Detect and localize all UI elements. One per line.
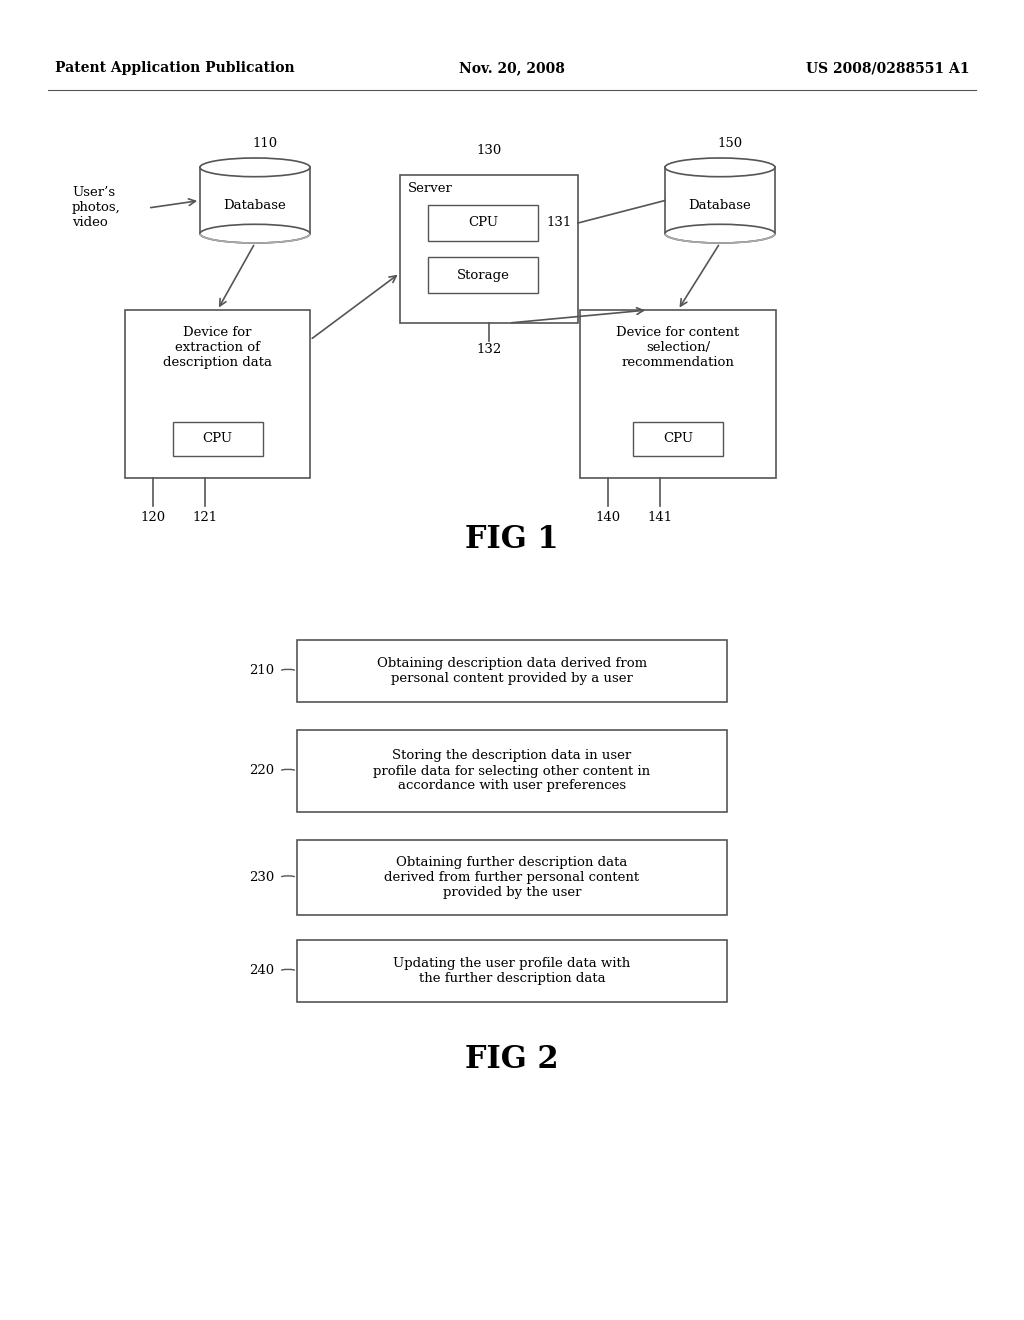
Text: 240: 240 xyxy=(249,965,274,978)
Ellipse shape xyxy=(200,224,310,243)
Text: 132: 132 xyxy=(476,343,502,356)
Text: Storing the description data in user
profile data for selecting other content in: Storing the description data in user pro… xyxy=(374,750,650,792)
Text: 220: 220 xyxy=(249,764,274,777)
Text: 140: 140 xyxy=(595,511,621,524)
Text: Obtaining description data derived from
personal content provided by a user: Obtaining description data derived from … xyxy=(377,657,647,685)
FancyBboxPatch shape xyxy=(400,176,578,323)
Polygon shape xyxy=(200,168,310,234)
FancyBboxPatch shape xyxy=(580,310,776,478)
Text: US 2008/0288551 A1: US 2008/0288551 A1 xyxy=(807,61,970,75)
Text: 131: 131 xyxy=(546,216,571,230)
Text: 121: 121 xyxy=(193,511,217,524)
FancyBboxPatch shape xyxy=(428,205,538,242)
Text: Patent Application Publication: Patent Application Publication xyxy=(55,61,295,75)
FancyBboxPatch shape xyxy=(125,310,310,478)
Text: CPU: CPU xyxy=(468,216,498,230)
FancyBboxPatch shape xyxy=(428,257,538,293)
FancyBboxPatch shape xyxy=(297,730,727,812)
Text: Device for
extraction of
description data: Device for extraction of description dat… xyxy=(163,326,272,370)
Text: CPU: CPU xyxy=(203,433,232,446)
Text: 120: 120 xyxy=(140,511,166,524)
Text: 210: 210 xyxy=(249,664,274,677)
FancyBboxPatch shape xyxy=(297,940,727,1002)
FancyBboxPatch shape xyxy=(172,422,262,455)
Text: User’s
photos,
video: User’s photos, video xyxy=(72,186,121,230)
Text: 130: 130 xyxy=(476,144,502,157)
Ellipse shape xyxy=(665,224,775,243)
Text: Nov. 20, 2008: Nov. 20, 2008 xyxy=(459,61,565,75)
Ellipse shape xyxy=(665,158,775,177)
Text: FIG 2: FIG 2 xyxy=(465,1044,559,1076)
Text: Database: Database xyxy=(223,199,287,211)
FancyBboxPatch shape xyxy=(633,422,723,455)
Text: Device for content
selection/
recommendation: Device for content selection/ recommenda… xyxy=(616,326,739,370)
Text: 230: 230 xyxy=(249,871,274,884)
Text: Database: Database xyxy=(688,199,752,211)
Text: Updating the user profile data with
the further description data: Updating the user profile data with the … xyxy=(393,957,631,985)
Ellipse shape xyxy=(200,158,310,177)
Text: 110: 110 xyxy=(253,137,278,150)
Text: 150: 150 xyxy=(718,137,742,150)
Text: Obtaining further description data
derived from further personal content
provide: Obtaining further description data deriv… xyxy=(384,855,640,899)
FancyBboxPatch shape xyxy=(297,640,727,702)
Polygon shape xyxy=(665,168,775,234)
Text: Server: Server xyxy=(408,182,453,195)
Text: CPU: CPU xyxy=(663,433,693,446)
Text: Storage: Storage xyxy=(457,268,509,281)
FancyBboxPatch shape xyxy=(297,840,727,915)
Text: FIG 1: FIG 1 xyxy=(465,524,559,556)
Text: 141: 141 xyxy=(647,511,673,524)
